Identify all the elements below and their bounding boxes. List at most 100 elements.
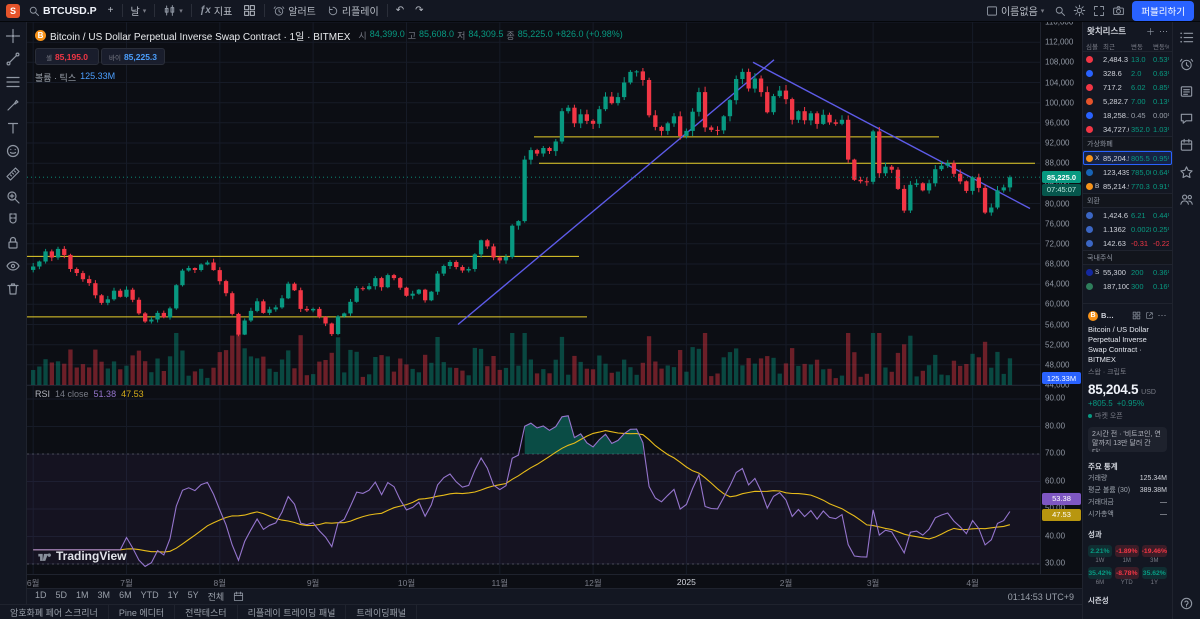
eye-hide-icon[interactable]: [5, 257, 22, 274]
range-button-3M[interactable]: 3M: [97, 590, 111, 600]
range-buttons: 1D 5D 1M 3M 6M YTD 1Y 5Y 전체: [35, 590, 224, 603]
watchlist-row[interactable]: 18,258.10.45 0.00%: [1083, 108, 1172, 122]
watchlist-icon[interactable]: [1179, 29, 1195, 45]
trend-line-icon[interactable]: [5, 50, 22, 67]
range-button-1Y[interactable]: 1Y: [167, 590, 179, 600]
tradingview-logo[interactable]: TradingView: [37, 549, 126, 563]
time-axis-label: 4월: [966, 578, 979, 588]
watchlist-column-header[interactable]: 변동: [1131, 43, 1143, 51]
watchlist-row[interactable]: S55,300 200 0.36%: [1083, 265, 1172, 279]
brush-icon[interactable]: [5, 96, 22, 113]
panel-tab[interactable]: 암호화폐 페어 스크리너: [0, 605, 109, 619]
interval-button[interactable]: 날 ▾: [128, 2, 150, 20]
more-options-icon[interactable]: ⋯: [1159, 25, 1168, 36]
range-button-전체[interactable]: 전체: [207, 592, 225, 602]
range-button-1M[interactable]: 1M: [76, 590, 89, 600]
chart-symbol-title[interactable]: Bitcoin / US Dollar Perpetual Inverse Sw…: [50, 32, 351, 43]
price-scale-label: 104,000: [1045, 78, 1074, 87]
people-icon[interactable]: [1179, 191, 1195, 207]
news-icon[interactable]: [1179, 83, 1195, 99]
range-button-1D[interactable]: 1D: [35, 590, 47, 600]
range-button-5D[interactable]: 5D: [55, 590, 68, 600]
watchlist-column-header[interactable]: 심볼: [1086, 43, 1098, 51]
panel-tab[interactable]: 리플레이 트레이딩 패널: [238, 605, 347, 619]
add-symbol-icon[interactable]: ＋: [1145, 26, 1155, 37]
rsi-chart-canvas[interactable]: [27, 385, 1040, 575]
last-price: 142.63: [1103, 238, 1126, 248]
last-price: 34,727.0: [1103, 124, 1129, 134]
ideas-icon[interactable]: [1179, 164, 1195, 180]
fib-retracement-icon[interactable]: [5, 73, 22, 90]
watchlist-row[interactable]: 1,424.66.21 0.44%: [1083, 208, 1172, 222]
rsi-legend[interactable]: RSI 14 close 51.38 47.53: [35, 389, 144, 399]
panel-tab[interactable]: 전략테스터: [175, 605, 238, 619]
range-button-5Y[interactable]: 5Y: [187, 590, 199, 600]
help-icon[interactable]: [1179, 595, 1195, 611]
watchlist-row[interactable]: 142.63 -0.31 -0.22%: [1083, 236, 1172, 250]
price-scale[interactable]: 85,225.0 07:45:07 125.33M 53.38 47.53 11…: [1040, 18, 1083, 574]
watchlist-column-header[interactable]: 최근: [1103, 43, 1115, 51]
chat-icon[interactable]: [1179, 110, 1195, 126]
magnet-icon[interactable]: [5, 211, 22, 228]
rsi-params: 14 close: [55, 389, 89, 399]
publish-button[interactable]: 퍼블리하기: [1132, 0, 1194, 21]
watchlist-row[interactable]: 328.6 2.0 0.63%: [1083, 66, 1172, 80]
snapshot-camera-icon[interactable]: [1112, 4, 1125, 17]
watchlist-row[interactable]: 123,439,000785,0000.64%: [1083, 165, 1172, 179]
range-button-YTD[interactable]: YTD: [140, 590, 159, 600]
symbol-logo: [1086, 97, 1093, 105]
watchlist-row[interactable]: 2,484.313.0 0.53%: [1083, 52, 1172, 66]
watchlist-section-header: 외환: [1083, 193, 1172, 208]
chart-type-button[interactable]: ▾: [160, 2, 186, 20]
price-chart-canvas[interactable]: [27, 22, 1040, 385]
open-external-icon[interactable]: [1144, 311, 1154, 321]
watchlist-row[interactable]: 5,282.77.00 0.13%: [1083, 94, 1172, 108]
indicators-button[interactable]: ƒx 지표: [197, 2, 236, 20]
detail-symbol-title[interactable]: Bitcoin / US Dollar Perpetual Inverse Sw…: [1088, 325, 1149, 364]
undo-button[interactable]: ↶: [395, 5, 405, 16]
watchlist-column-header[interactable]: 변동%: [1153, 43, 1169, 51]
fullscreen-icon[interactable]: [1093, 5, 1105, 17]
watchlist-row[interactable]: 34,727.0352.01.03%: [1083, 122, 1172, 136]
time-axis[interactable]: 6월 7월 8월 9월 10월 11월 12월 2025 2월 3월 4월: [27, 574, 1082, 589]
watchlist-row[interactable]: B85,214.9770.30.91%: [1083, 179, 1172, 193]
measure-ruler-icon[interactable]: [5, 165, 22, 182]
sell-button[interactable]: 셀 85,195.0: [35, 48, 99, 65]
user-avatar[interactable]: S: [6, 3, 20, 18]
redo-button[interactable]: ↷: [415, 5, 424, 16]
quick-search-icon[interactable]: [1054, 5, 1066, 17]
watchlist-row[interactable]: X85,204.5805.50.95%: [1083, 151, 1172, 165]
grid-view-icon[interactable]: [1131, 311, 1141, 321]
replay-button[interactable]: 리플레이: [324, 2, 382, 20]
lock-icon[interactable]: [5, 234, 22, 251]
range-button-6M[interactable]: 6M: [119, 590, 132, 600]
news-headline[interactable]: 2시간 전 · '비트코인, 연말까지 13만 달러 간다'…: [1088, 427, 1167, 452]
last-price: 187,100: [1103, 281, 1129, 291]
zoom-in-icon[interactable]: [5, 188, 22, 205]
buy-button[interactable]: 바이 85,225.3: [101, 48, 165, 65]
watchlist-title[interactable]: 왓치리스트: [1087, 26, 1127, 36]
settings-gear-icon[interactable]: [1073, 4, 1086, 17]
go-to-date-icon[interactable]: [233, 591, 244, 602]
watchlist-row[interactable]: 1.1362 0.00280.25%: [1083, 222, 1172, 236]
indicator-templates-icon[interactable]: [240, 2, 259, 20]
trash-remove-icon[interactable]: [5, 280, 22, 297]
symbol-search-button[interactable]: BTCUSD.P: [25, 2, 100, 20]
emoji-icon[interactable]: [5, 142, 22, 159]
text-tool-icon[interactable]: [5, 119, 22, 136]
crosshair-cursor-icon[interactable]: [5, 27, 22, 44]
compare-add-button[interactable]: +: [107, 5, 114, 16]
volume-legend[interactable]: 볼륨 · 틱스 125.33M: [35, 71, 623, 84]
watchlist-row[interactable]: 717.2 6.02 0.85%: [1083, 80, 1172, 94]
calendar-icon[interactable]: [1179, 137, 1195, 153]
clock-utc[interactable]: 01:14:53 UTC+9: [1007, 591, 1074, 602]
panel-tab[interactable]: 트레이딩패널: [346, 605, 418, 619]
detail-symbol-short[interactable]: B…: [1101, 311, 1114, 320]
more-options-icon[interactable]: ⋯: [1157, 310, 1167, 320]
alert-button[interactable]: 알러트: [270, 2, 319, 20]
layout-select-button[interactable]: 이름없음 ▾: [983, 2, 1047, 20]
stat-label: 거래대금: [1088, 499, 1114, 506]
alerts-icon[interactable]: [1179, 56, 1195, 72]
panel-tab[interactable]: Pine 에디터: [109, 605, 176, 619]
